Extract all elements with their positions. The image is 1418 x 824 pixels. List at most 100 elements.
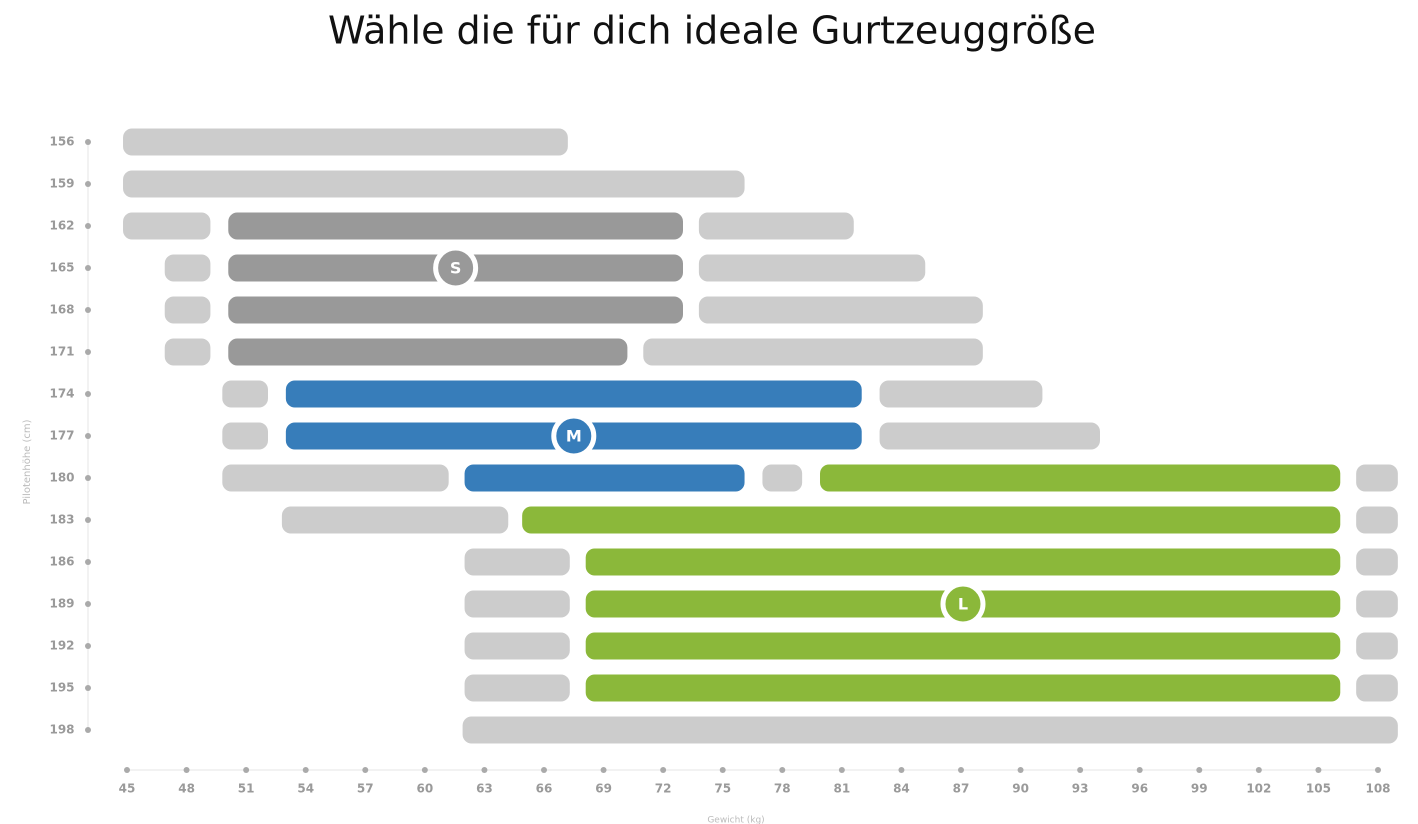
y-axis-label: Pilotenhöhe (cm) bbox=[22, 419, 33, 504]
x-tick-label: 54 bbox=[297, 782, 314, 796]
x-tick-dot bbox=[600, 767, 607, 773]
y-tick-dot bbox=[85, 685, 91, 691]
x-tick-label: 75 bbox=[714, 782, 731, 796]
y-tick-label: 195 bbox=[49, 681, 74, 695]
range-bar bbox=[222, 380, 268, 408]
x-tick-dot bbox=[362, 767, 369, 773]
y-tick-label: 156 bbox=[49, 135, 74, 149]
x-tick-label: 84 bbox=[893, 782, 910, 796]
y-tick-dot bbox=[85, 349, 91, 355]
x-tick-label: 63 bbox=[476, 782, 493, 796]
x-tick-label: 102 bbox=[1246, 782, 1271, 796]
x-tick-label: 93 bbox=[1072, 782, 1089, 796]
x-axis-label: Gewicht (kg) bbox=[707, 816, 764, 824]
range-bar bbox=[1356, 632, 1398, 660]
x-tick-dot bbox=[779, 767, 786, 773]
range-bar bbox=[698, 212, 854, 240]
range-bar bbox=[585, 674, 1341, 702]
y-tick-label: 171 bbox=[49, 345, 74, 359]
size-badge-label: M bbox=[566, 427, 582, 446]
y-tick-label: 180 bbox=[49, 471, 74, 485]
range-bar bbox=[643, 338, 983, 366]
range-bar bbox=[462, 716, 1398, 744]
x-tick-dot bbox=[1017, 767, 1024, 773]
range-bar bbox=[228, 212, 683, 240]
x-tick-label: 48 bbox=[178, 782, 195, 796]
size-badge-label: L bbox=[958, 595, 968, 614]
y-tick-dot bbox=[85, 223, 91, 229]
y-tick-dot bbox=[85, 265, 91, 271]
x-tick-dot bbox=[1077, 767, 1084, 773]
y-tick-label: 177 bbox=[49, 429, 74, 443]
y-tick-label: 159 bbox=[49, 177, 74, 191]
x-tick-dot bbox=[1315, 767, 1322, 773]
x-tick-dot bbox=[898, 767, 905, 773]
x-tick-dot bbox=[1375, 767, 1381, 773]
x-tick-dot bbox=[1136, 767, 1143, 773]
x-tick-label: 99 bbox=[1191, 782, 1208, 796]
range-bar bbox=[1356, 548, 1398, 576]
range-bar bbox=[1356, 674, 1398, 702]
x-tick-dot bbox=[243, 767, 250, 773]
y-tick-label: 183 bbox=[49, 513, 74, 527]
range-bar bbox=[698, 254, 926, 282]
x-tick-dot bbox=[958, 767, 964, 773]
range-bar bbox=[222, 464, 449, 492]
range-bar bbox=[820, 464, 1341, 492]
range-bar bbox=[464, 674, 570, 702]
range-bar bbox=[1356, 464, 1398, 492]
x-tick-label: 96 bbox=[1131, 782, 1148, 796]
range-bar bbox=[123, 170, 745, 198]
range-bar bbox=[281, 506, 509, 534]
x-tick-label: 69 bbox=[595, 782, 612, 796]
x-tick-label: 78 bbox=[774, 782, 791, 796]
y-tick-label: 198 bbox=[49, 723, 74, 737]
y-tick-label: 174 bbox=[49, 387, 74, 401]
range-bar bbox=[222, 422, 268, 450]
range-bar bbox=[228, 338, 628, 366]
x-tick-label: 72 bbox=[655, 782, 672, 796]
x-tick-dot bbox=[183, 767, 190, 773]
range-bar bbox=[585, 548, 1341, 576]
range-bar bbox=[164, 254, 211, 282]
x-tick-label: 57 bbox=[357, 782, 374, 796]
y-tick-dot bbox=[85, 139, 91, 145]
y-tick-label: 186 bbox=[49, 555, 74, 569]
x-tick-label: 108 bbox=[1365, 782, 1390, 796]
range-bar bbox=[762, 464, 803, 492]
x-tick-label: 66 bbox=[536, 782, 553, 796]
x-tick-label: 90 bbox=[1012, 782, 1029, 796]
range-bar bbox=[164, 338, 211, 366]
y-tick-dot bbox=[85, 601, 91, 607]
y-tick-label: 192 bbox=[49, 639, 74, 653]
x-tick-label: 105 bbox=[1306, 782, 1331, 796]
y-tick-label: 189 bbox=[49, 597, 74, 611]
y-tick-dot bbox=[85, 391, 91, 397]
range-bar bbox=[123, 128, 568, 156]
y-tick-dot bbox=[85, 181, 91, 187]
range-bar bbox=[228, 296, 683, 324]
range-bar bbox=[522, 506, 1341, 534]
x-tick-label: 87 bbox=[953, 782, 970, 796]
x-tick-dot bbox=[541, 767, 547, 773]
range-bar bbox=[464, 464, 745, 492]
x-tick-label: 45 bbox=[119, 782, 136, 796]
x-tick-dot bbox=[719, 767, 726, 773]
range-bar bbox=[879, 380, 1043, 408]
x-tick-label: 60 bbox=[417, 782, 434, 796]
y-tick-label: 162 bbox=[49, 219, 74, 233]
x-tick-dot bbox=[124, 767, 130, 773]
size-badge bbox=[433, 245, 479, 291]
range-bar bbox=[464, 632, 570, 660]
range-bar bbox=[464, 590, 570, 618]
chart-title: Wähle die für dich ideale Gurtzeuggröße bbox=[328, 9, 1096, 53]
y-tick-dot bbox=[85, 307, 91, 313]
y-tick-dot bbox=[85, 517, 91, 523]
range-bar bbox=[1356, 506, 1398, 534]
y-tick-dot bbox=[85, 643, 91, 649]
x-tick-dot bbox=[1255, 767, 1262, 773]
y-tick-label: 168 bbox=[49, 303, 74, 317]
range-bar bbox=[164, 296, 211, 324]
range-bar bbox=[698, 296, 983, 324]
